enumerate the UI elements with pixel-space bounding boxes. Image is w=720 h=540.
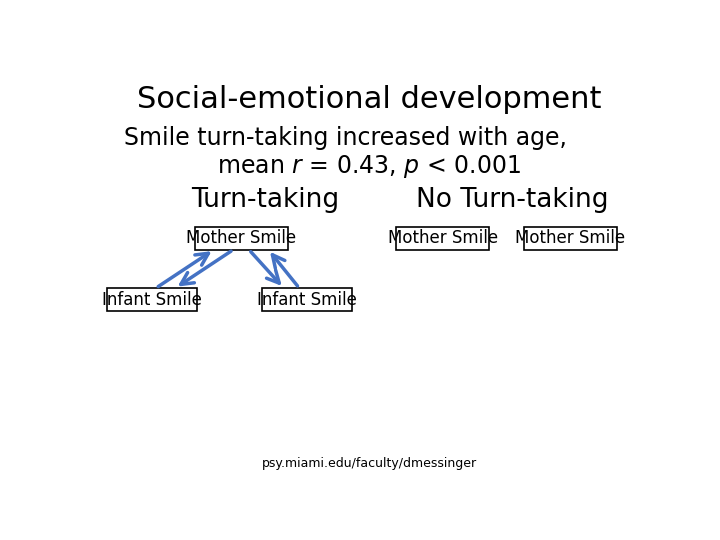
Text: No Turn-taking: No Turn-taking: [415, 186, 608, 213]
Text: Social-emotional development: Social-emotional development: [137, 85, 601, 114]
FancyBboxPatch shape: [396, 226, 489, 249]
Text: Mother Smile: Mother Smile: [387, 229, 498, 247]
Text: Infant Smile: Infant Smile: [102, 291, 202, 309]
Text: Mother Smile: Mother Smile: [516, 229, 626, 247]
FancyBboxPatch shape: [194, 226, 287, 249]
FancyBboxPatch shape: [107, 288, 197, 311]
Text: Infant Smile: Infant Smile: [257, 291, 357, 309]
FancyBboxPatch shape: [524, 226, 617, 249]
FancyBboxPatch shape: [262, 288, 351, 311]
Text: Smile turn-taking increased with age,: Smile turn-taking increased with age,: [125, 126, 567, 150]
Text: Turn-taking: Turn-taking: [191, 186, 339, 213]
Text: Mother Smile: Mother Smile: [186, 229, 296, 247]
Text: psy.miami.edu/faculty/dmessinger: psy.miami.edu/faculty/dmessinger: [261, 457, 477, 470]
Text: mean $\it{r}$ = 0.43, $\it{p}$ < 0.001: mean $\it{r}$ = 0.43, $\it{p}$ < 0.001: [217, 153, 521, 180]
